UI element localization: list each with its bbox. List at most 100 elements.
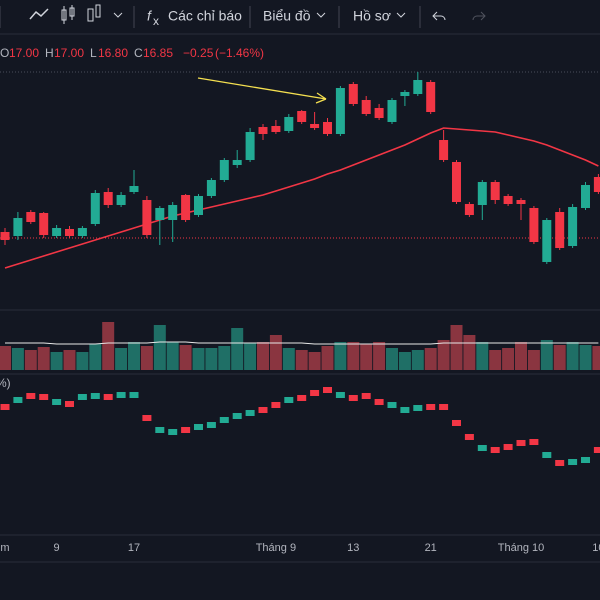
oscillator-mark [206, 422, 216, 428]
redo-button[interactable] [472, 11, 486, 21]
volume-bar [37, 347, 50, 370]
candle-body [271, 126, 281, 132]
x-tick-label: Tháng 10 [498, 542, 544, 554]
oscillator-mark [142, 415, 152, 421]
candle-body [297, 111, 307, 122]
volume-bar [386, 348, 398, 370]
fx-icon[interactable]: f [147, 8, 153, 24]
profile-button[interactable]: Hồ sơ [353, 8, 391, 24]
oscillator-mark [310, 390, 320, 396]
chart-button[interactable]: Biểu đồ [263, 8, 311, 24]
oscillator-mark [542, 452, 552, 458]
oscillator-mark [232, 413, 242, 419]
oscillator-mark [555, 460, 565, 466]
volume-bar [24, 350, 37, 370]
oscillator-mark [52, 399, 62, 405]
oscillator-mark [593, 447, 600, 453]
oscillator-mark [65, 401, 74, 407]
chevron[interactable] [396, 12, 406, 18]
chevron[interactable] [113, 12, 123, 18]
candle-body [464, 204, 474, 215]
volume-bar [566, 342, 579, 370]
candle-body [426, 82, 436, 112]
candle-body [258, 127, 268, 134]
candle-body [335, 88, 345, 134]
candle-body [439, 140, 449, 160]
legend-change-pct: (−1.46%) [215, 46, 264, 60]
candle-body [77, 228, 87, 236]
volume-bar [257, 342, 269, 370]
candle-body [26, 212, 36, 222]
oscillator-mark [323, 387, 332, 393]
candle-body [181, 195, 191, 220]
oscillator-mark [39, 394, 49, 400]
ma-line [4, 127, 599, 269]
candle-body [503, 196, 513, 204]
oscillator-label: %) [0, 376, 11, 390]
oscillator-mark [439, 404, 449, 410]
line-chart-icon[interactable] [29, 8, 49, 20]
oscillator-mark [155, 427, 165, 433]
candle-body [142, 200, 152, 235]
oscillator-mark [516, 440, 526, 446]
volume-bar [489, 350, 502, 370]
volume-bar [50, 352, 63, 370]
oscillator-mark [245, 410, 255, 416]
fx-icon[interactable]: x [153, 14, 159, 28]
x-tick-label: Tháng 9 [256, 542, 296, 554]
candle-body [374, 108, 384, 118]
oscillator-mark [348, 395, 358, 401]
volume-ma-line [5, 341, 599, 345]
volume-bar [76, 352, 89, 370]
volume-bar [437, 340, 450, 370]
oscillator-mark [529, 439, 539, 445]
oscillator-mark [490, 447, 500, 453]
x-tick-label: 10 [592, 542, 600, 554]
candle-body [103, 192, 113, 205]
candle-body [542, 220, 552, 262]
volume-bar [218, 346, 231, 370]
candle-icon[interactable] [61, 5, 75, 24]
oscillator-mark [258, 407, 268, 413]
volume-bar [231, 328, 244, 370]
undo-button[interactable] [432, 11, 446, 21]
candle-body [168, 205, 178, 220]
volume-bar [269, 335, 282, 370]
oscillator-mark [284, 397, 294, 403]
candle-body [90, 193, 100, 224]
volume-bar [0, 346, 11, 370]
candle-body [593, 177, 600, 192]
candle-body [529, 208, 539, 242]
volume-bar [515, 342, 527, 370]
candle-body [0, 232, 10, 240]
volume-bar [102, 322, 115, 370]
volume-bar [579, 345, 592, 370]
volume-bar [502, 348, 515, 370]
candle-body [13, 218, 23, 236]
bar-icon[interactable] [87, 4, 101, 22]
legend-value: 17.00 [9, 46, 39, 60]
volume-bar [373, 342, 386, 370]
indicators-button[interactable]: Các chỉ báo [168, 8, 242, 24]
x-tick-label: 13 [347, 542, 359, 554]
ohlc-legend: O 17.00 H 17.00 L 16.80 C 16.85 −0.25 (−… [0, 46, 264, 60]
chevron[interactable] [316, 12, 326, 18]
x-tick-label: m [0, 542, 9, 554]
candle-body [155, 208, 165, 220]
x-tick-label: 9 [54, 542, 60, 554]
candle-body [129, 186, 139, 192]
oscillator-mark [503, 444, 513, 450]
oscillator-mark [103, 394, 113, 400]
candle-body [490, 182, 500, 200]
oscillator-mark [194, 424, 203, 430]
oscillator-mark [581, 457, 590, 463]
volume-bar [360, 344, 373, 370]
x-tick-label: 21 [425, 542, 437, 554]
candle-body [400, 92, 410, 96]
oscillator-mark [116, 392, 126, 398]
volume-bar [398, 352, 411, 370]
volume-bar [115, 348, 128, 370]
oscillator-mark [400, 407, 410, 413]
